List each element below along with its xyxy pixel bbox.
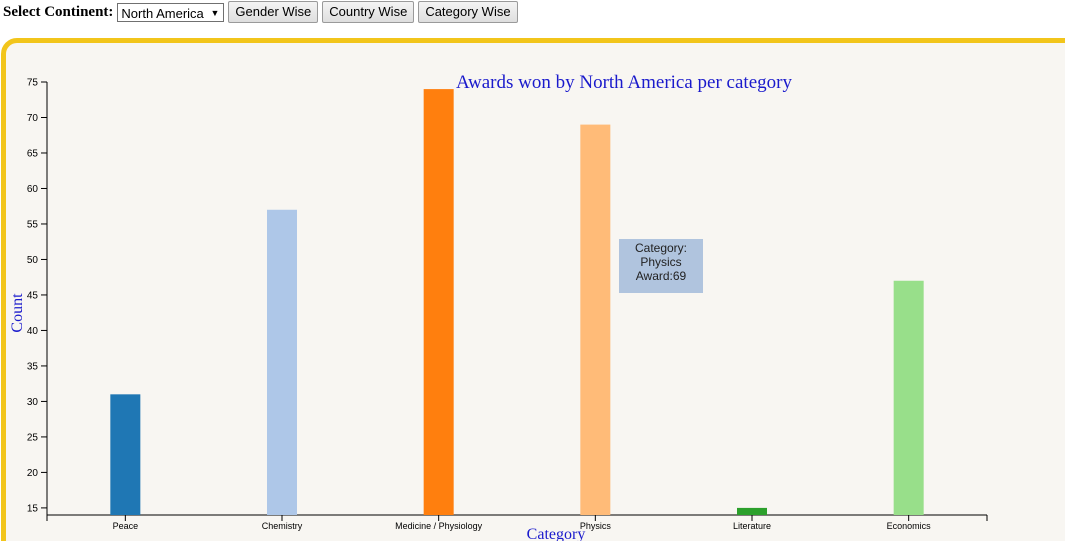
y-tick-label: 40	[27, 326, 39, 337]
y-tick-label: 30	[27, 397, 39, 408]
y-tick-label: 70	[27, 113, 39, 124]
y-axis-title: Count	[9, 293, 26, 333]
chevron-down-icon: ▼	[210, 7, 220, 18]
country-wise-button[interactable]: Country Wise	[322, 1, 415, 23]
bar[interactable]	[110, 394, 141, 515]
tooltip-label: Category:	[634, 241, 688, 255]
chart-panel	[1, 38, 1065, 541]
x-tick-label: Medicine / Physiology	[395, 521, 483, 531]
x-axis-title: Category	[527, 526, 586, 541]
tooltip-award: Award:69	[635, 269, 687, 283]
x-tick-label: Literature	[733, 521, 771, 531]
y-tick-label: 65	[27, 148, 39, 159]
y-tick-label: 15	[27, 503, 39, 514]
bar-tooltip: Category: Physics Award:69	[619, 239, 703, 293]
bar[interactable]	[893, 280, 924, 515]
bar[interactable]	[737, 507, 767, 515]
y-axis: 15 20 25 30 35 40 45 50 55 60 65 70 75	[27, 78, 48, 515]
x-tick-label: Chemistry	[262, 521, 303, 531]
continent-select-value: North America	[121, 5, 204, 21]
chart-title: Awards won by North America per category	[456, 72, 792, 93]
x-tick-label: Physics	[580, 521, 612, 531]
category-wise-button[interactable]: Category Wise	[418, 1, 518, 23]
x-tick-label: Economics	[887, 521, 932, 531]
continent-select[interactable]: North America ▼	[117, 2, 225, 22]
controls-bar: Select Continent: North America ▼ Gender…	[3, 1, 522, 23]
y-tick-label: 45	[27, 290, 39, 301]
y-tick-label: 60	[27, 184, 39, 195]
continent-select-label: Select Continent:	[3, 3, 114, 20]
y-tick-label: 20	[27, 468, 39, 479]
x-axis: Peace Chemistry Medicine / Physiology Physi…	[46, 514, 988, 531]
tooltip-category: Physics	[640, 255, 682, 269]
bar[interactable]	[580, 124, 611, 516]
x-tick-label: Peace	[113, 521, 139, 531]
y-tick-label: 50	[27, 255, 39, 266]
bar[interactable]	[267, 209, 297, 515]
y-tick-label: 55	[27, 219, 39, 230]
y-tick-label: 75	[27, 78, 39, 89]
gender-wise-button[interactable]: Gender Wise	[228, 1, 319, 23]
bar[interactable]	[423, 89, 454, 515]
y-tick-label: 25	[27, 432, 39, 443]
y-tick-label: 35	[27, 361, 39, 372]
bars	[110, 89, 924, 516]
